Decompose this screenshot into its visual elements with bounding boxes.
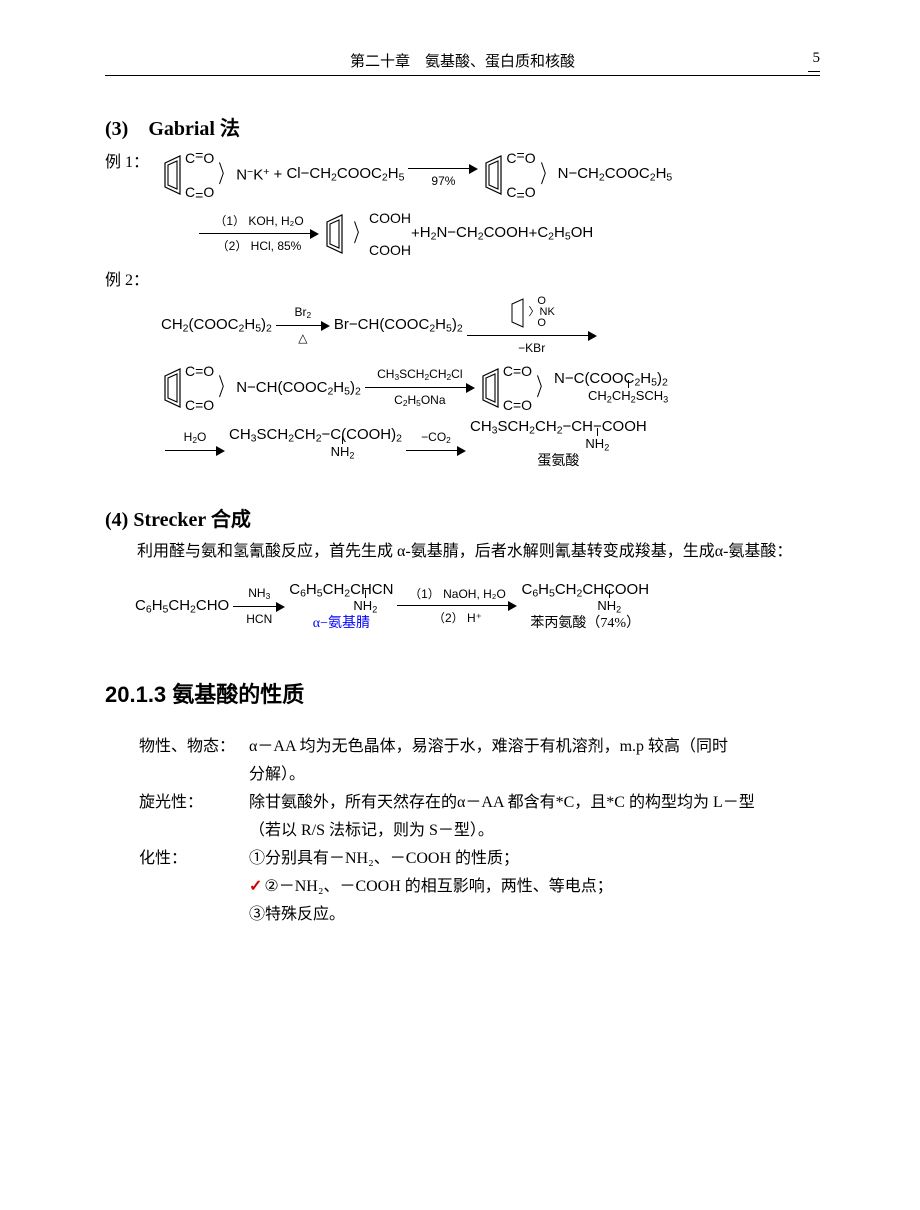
bromo-malonate: Br−CH(COOC2H5)2 xyxy=(334,316,463,335)
arrow-97pct: 97% xyxy=(408,163,478,188)
methionine: CH3SCH2CH2−CH−COOH NH2 蛋氨酸 xyxy=(470,419,647,468)
gabrial-ex2-row2: C=OC=O 〉 N−CH(COOC2H5)2 CH3SCH2CH2Cl C2H… xyxy=(105,360,820,416)
gabrial-ex2-label-row: 例 2： xyxy=(105,265,820,290)
plus-a: + xyxy=(411,225,420,243)
page-number: 5 xyxy=(813,50,821,67)
arrow-nh3-hcn: NH3 HCN xyxy=(233,587,285,626)
section-2013-title: 20.1.3 氨基酸的性质 xyxy=(105,677,820,709)
prop-chemical-val: ①分别具有－NH₂、－COOH 的性质； xyxy=(249,845,820,873)
prop-physical: 物性、物态： α－AA 均为无色晶体，易溶于水，难溶于有机溶剂，m.p 较高（同… xyxy=(105,733,820,789)
prop-chemical-label: 化性： xyxy=(105,845,249,873)
aminonitrile: C6H5CH2CHCN NH2 α−氨基腈 xyxy=(289,582,393,631)
prop-chemical-2: ✓②－NH₂、－COOH 的相互影响，两性、等电点； xyxy=(105,873,820,901)
phthalic-acid: 〈 COOHCOOH xyxy=(323,206,411,262)
phthalimide-product1: C=OC=O 〉 N−CH2COOC2H5 xyxy=(482,147,672,203)
arrow-h2o: H2O xyxy=(165,431,225,457)
aldehyde: C6H5CH2CHO xyxy=(135,597,229,616)
arrow-alkylation: CH3SCH2CH2Cl C2H5ONa xyxy=(365,368,475,408)
gabrial-ex2-row3: H2O CH3SCH2CH2−C(COOH)2 NH2 −CO2 CH3SCH2… xyxy=(105,419,820,469)
prop-optical: 旋光性： 除甘氨酸外，所有天然存在的α－AA 都含有*C，且*C 的构型均为 L… xyxy=(105,789,820,845)
gabrial-ex1-row2: （1） KOH, H₂O （2） HCl, 85% 〈 COOHCOOH + H… xyxy=(105,206,820,262)
section-4-title: (4) Strecker 合成 xyxy=(105,503,820,532)
diethyl-malonate: CH2(COOC2H5)2 xyxy=(161,316,272,335)
strecker-scheme: C6H5CH2CHO NH3 HCN C6H5CH2CHCN NH2 α−氨基腈… xyxy=(105,571,820,641)
header-title: 第二十章 氨基酸、蛋白质和核酸 xyxy=(350,54,575,70)
arrow-koh-hcl: （1） KOH, H₂O （2） HCl, 85% xyxy=(199,215,319,252)
plus-b: + xyxy=(529,225,538,243)
prop-chemical: 化性： ①分别具有－NH₂、－COOH 的性质； xyxy=(105,845,820,873)
ethanol: C2H5OH xyxy=(537,224,593,243)
properties-block: 物性、物态： α－AA 均为无色晶体，易溶于水，难溶于有机溶剂，m.p 较高（同… xyxy=(105,733,820,929)
arrow-decarbox: −CO2 xyxy=(406,431,466,457)
arrow-phth-nk: O 〉NK O −KBr xyxy=(467,296,597,355)
intermediate-diacid: CH3SCH2CH2−C(COOH)2 NH2 xyxy=(229,427,402,460)
strecker-intro: 利用醛与氨和氢氰酸反应，首先生成 α-氨基腈，后者水解则氰基转变成羧基，生成α-… xyxy=(105,538,820,565)
gabrial-ex2-row1: CH2(COOC2H5)2 Br2 △ Br−CH(COOC2H5)2 O 〉N… xyxy=(105,293,820,357)
prop-chemical-3: ③特殊反应。 xyxy=(105,901,820,929)
gabrial-scheme: 例 1： C=OC=O 〉 N−K+ + Cl−CH2COOC2H5 97% C… xyxy=(105,147,820,469)
prop-physical-val: α－AA 均为无色晶体，易溶于水，难溶于有机溶剂，m.p 较高（同时 分解）。 xyxy=(249,733,820,789)
ex1-label: 例 1： xyxy=(105,147,161,172)
page-header: 第二十章 氨基酸、蛋白质和核酸 5 xyxy=(105,50,820,78)
r2-chloride: Cl−CH2COOC2H5 xyxy=(286,165,404,184)
prop-physical-label: 物性、物态： xyxy=(105,733,249,789)
phth-malonate: C=OC=O 〉 N−CH(COOC2H5)2 xyxy=(161,360,361,416)
check-icon: ✓ xyxy=(249,878,262,895)
phenylalanine: C6H5CH2CHCOOH NH2 苯丙氨酸（74%） xyxy=(521,582,649,631)
prop-optical-label: 旋光性： xyxy=(105,789,249,845)
plus-1: + xyxy=(269,166,286,184)
section-3-title: (3) Gabrial 法 xyxy=(105,112,820,141)
arrow-hydrolysis: （1） NaOH, H₂O （2） H⁺ xyxy=(397,588,517,625)
phth-alkylated: C=OC=O 〉 N−C(COOC2H5)2 CH2CH2SCH3 xyxy=(479,360,668,416)
phthalimide-nk: C=OC=O 〉 N−K+ xyxy=(161,147,269,203)
arrow-br2: Br2 △ xyxy=(276,306,330,345)
ex2-label: 例 2： xyxy=(105,265,161,290)
prop-optical-val: 除甘氨酸外，所有天然存在的α－AA 都含有*C，且*C 的构型均为 L－型 （若… xyxy=(249,789,820,845)
gabrial-ex1-row1: 例 1： C=OC=O 〉 N−K+ + Cl−CH2COOC2H5 97% C… xyxy=(105,147,820,203)
glycine: H2N−CH2COOH xyxy=(420,224,529,243)
